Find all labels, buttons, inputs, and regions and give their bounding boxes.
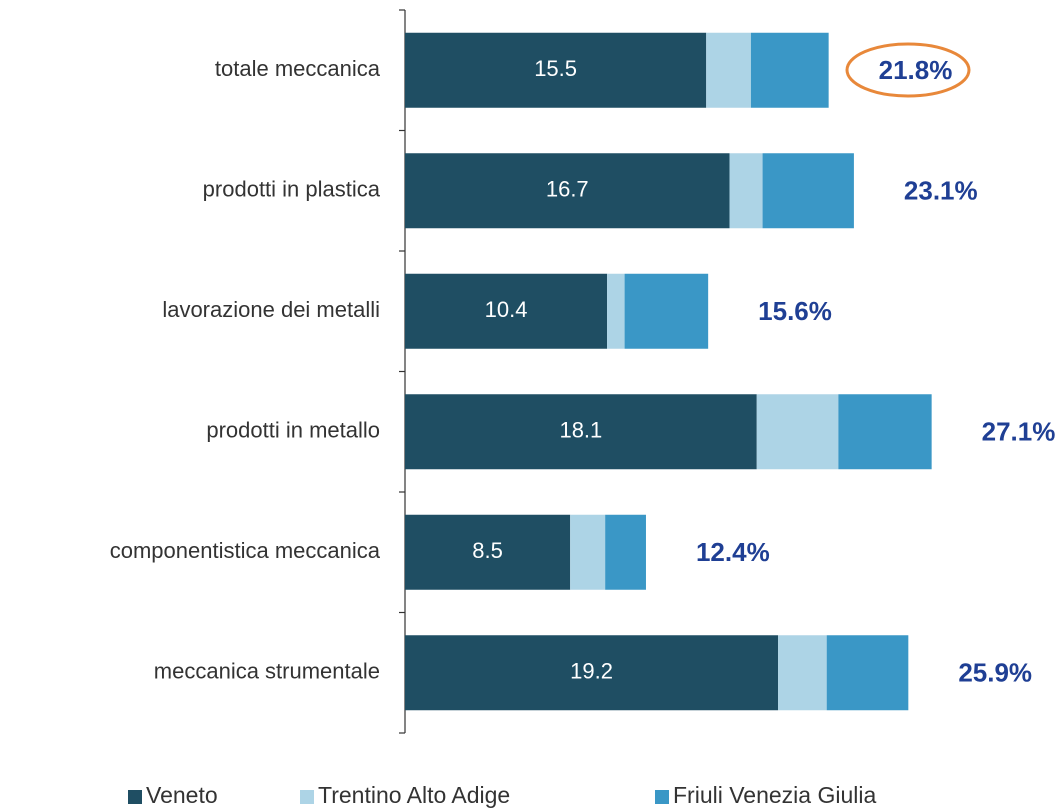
legend-label: Veneto [146,782,218,808]
segment-label: 8.5 [472,538,503,563]
total-label: 21.8% [879,55,953,85]
bar-segment [729,153,763,229]
legend-swatch [300,790,314,804]
bar-segment [405,394,757,470]
legend-label: Trentino Alto Adige [318,782,510,808]
category-label: prodotti in plastica [203,177,381,202]
segment-label: 15.5 [534,56,577,81]
bar-segment [778,635,827,711]
total-label: 23.1% [904,176,978,206]
segment-label: 19.2 [570,659,613,684]
legend-swatch [128,790,142,804]
segment-label: 16.7 [546,177,589,202]
category-label: lavorazione dei metalli [162,297,380,322]
bar-segment [607,273,625,349]
segment-label: 18.1 [559,418,602,443]
bar-segment [405,514,571,590]
category-label: totale meccanica [215,56,381,81]
bar-segment [838,394,932,470]
bar-segment [762,153,854,229]
total-label: 27.1% [982,417,1056,447]
legend-swatch [655,790,669,804]
total-label: 25.9% [958,658,1032,688]
bar-segment [405,273,608,349]
category-label: meccanica strumentale [154,659,380,684]
bar-segment [756,394,839,470]
bar-segment [826,635,909,711]
bar-segment [405,635,779,711]
bar-segment [405,32,707,108]
bar-segment [750,32,829,108]
legend-label: Friuli Venezia Giulia [673,782,876,808]
total-label: 12.4% [696,537,770,567]
total-label: 15.6% [758,296,832,326]
bar-segment [570,514,606,590]
category-label: prodotti in metallo [206,418,380,443]
segment-label: 10.4 [485,297,528,322]
bar-segment [605,514,646,590]
bar-segment [624,273,709,349]
highlight-ellipse [845,42,971,98]
bar-segment [706,32,751,108]
category-label: componentistica meccanica [110,538,381,563]
bar-segment [405,153,730,229]
